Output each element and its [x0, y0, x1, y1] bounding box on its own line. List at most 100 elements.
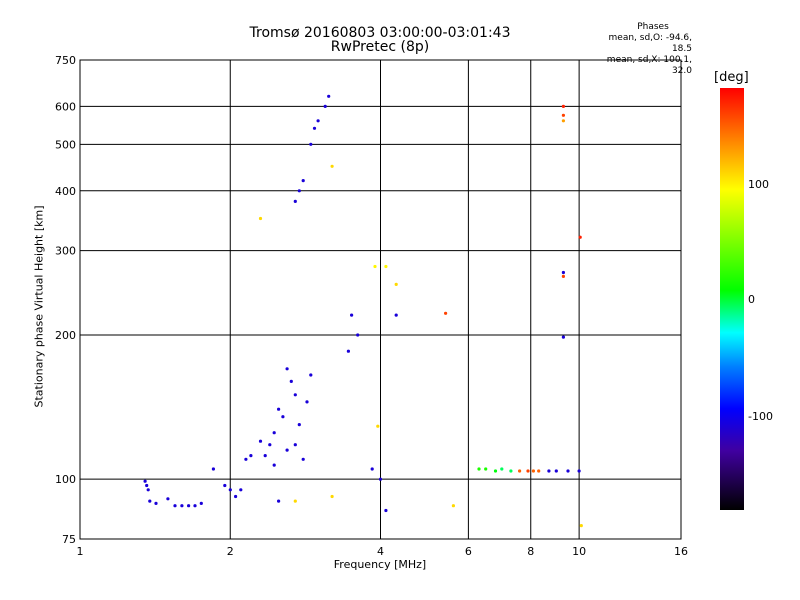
echo-point: [211, 467, 215, 471]
echo-point: [263, 454, 267, 458]
echo-point: [444, 311, 448, 315]
echo-point: [281, 415, 285, 419]
echo-point: [518, 469, 522, 473]
echo-point: [477, 467, 481, 471]
colorbar-unit: [deg]: [714, 70, 749, 85]
echo-point: [493, 469, 498, 473]
echo-point: [561, 104, 566, 108]
y-tick-label: 200: [55, 329, 76, 342]
title-line-2: RwPretec (8p): [330, 39, 430, 55]
echo-point: [234, 494, 238, 499]
echo-point: [272, 431, 276, 435]
y-tick-label: 300: [55, 245, 76, 258]
echo-point: [244, 457, 248, 461]
x-tick-label: 8: [527, 545, 534, 558]
echo-point: [154, 501, 158, 505]
x-tick-label: 10: [572, 545, 586, 558]
echo-point: [327, 94, 331, 98]
echo-point: [258, 216, 263, 221]
echo-point: [312, 126, 317, 130]
echo-point: [309, 373, 313, 377]
echo-point: [277, 499, 281, 503]
echo-point: [146, 488, 150, 492]
echo-point: [297, 423, 301, 427]
colorbar-tick-100: 100: [748, 178, 769, 191]
echo-point: [187, 504, 191, 508]
colorbar-tick-minus-100: -100: [748, 410, 773, 423]
title-line-1: Tromsø 20160803 03:00:00-03:01:43: [249, 25, 511, 41]
echo-point: [285, 367, 289, 371]
y-tick-label: 75: [62, 533, 76, 546]
echo-point: [577, 469, 581, 473]
echo-point: [293, 199, 297, 203]
echo-point: [293, 443, 297, 447]
echo-point: [193, 504, 197, 508]
echo-point: [316, 119, 320, 123]
x-tick-label: 1: [77, 545, 84, 558]
echo-point: [249, 454, 253, 458]
echo-point: [451, 504, 455, 508]
echo-point: [500, 467, 504, 471]
echo-point: [285, 448, 289, 452]
echo-point: [561, 119, 566, 123]
echo-point: [297, 189, 301, 193]
echo-point: [537, 469, 541, 473]
echo-point: [148, 499, 152, 503]
echo-point: [272, 463, 276, 467]
echo-point: [199, 501, 203, 505]
y-tick-label: 600: [55, 100, 76, 113]
echo-point: [277, 407, 281, 411]
echo-point: [330, 494, 334, 499]
colorbar-tick-0: 0: [748, 293, 755, 306]
echo-point: [166, 497, 170, 501]
echo-point: [239, 488, 243, 492]
echo-point: [145, 483, 149, 488]
echo-point: [384, 264, 388, 269]
echo-point: [289, 379, 293, 383]
plot-frame: [79, 59, 682, 540]
phase-colorbar: [720, 88, 744, 510]
echo-point: [373, 264, 377, 269]
echo-point: [309, 142, 313, 146]
echo-point: [293, 499, 297, 503]
echo-point: [484, 467, 488, 471]
echo-point: [509, 469, 513, 473]
echo-point: [293, 393, 297, 397]
chart-title: Tromsø 20160803 03:00:00-03:01:43 RwPret…: [220, 26, 540, 54]
echo-point: [554, 469, 558, 473]
echo-point: [143, 479, 147, 483]
echo-point: [180, 504, 184, 508]
x-axis-title: Frequency [MHz]: [333, 558, 427, 571]
phases-heading: Phases: [637, 22, 669, 32]
echo-point: [268, 443, 272, 447]
echo-point: [228, 488, 232, 492]
echo-point: [305, 400, 309, 404]
echo-point: [561, 270, 566, 275]
echo-point: [561, 113, 566, 117]
y-axis-title: Stationary phase Virtual Height [km]: [32, 205, 46, 408]
echo-point: [330, 164, 334, 168]
x-tick-label: 4: [377, 545, 384, 558]
echo-point: [561, 274, 566, 278]
echo-point: [378, 477, 383, 481]
echo-point: [301, 457, 305, 461]
echo-point: [526, 469, 530, 473]
echo-point: [370, 467, 374, 471]
echo-point: [384, 508, 388, 513]
echo-point: [394, 313, 398, 317]
echo-point: [579, 524, 583, 528]
y-tick-label: 500: [55, 138, 76, 151]
echo-point: [173, 504, 177, 508]
y-tick-label: 100: [55, 473, 76, 486]
echo-point: [301, 179, 305, 183]
echo-point: [547, 469, 551, 473]
x-tick-label: 2: [227, 545, 234, 558]
echo-point: [323, 104, 327, 108]
echo-point: [223, 483, 227, 488]
echo-point: [578, 235, 582, 239]
phases-o-mode: mean, sd,O: -94.6, 18.5: [608, 33, 692, 54]
echo-point: [561, 335, 566, 339]
y-tick-label: 750: [55, 54, 76, 67]
y-tick-label: 400: [55, 185, 76, 198]
